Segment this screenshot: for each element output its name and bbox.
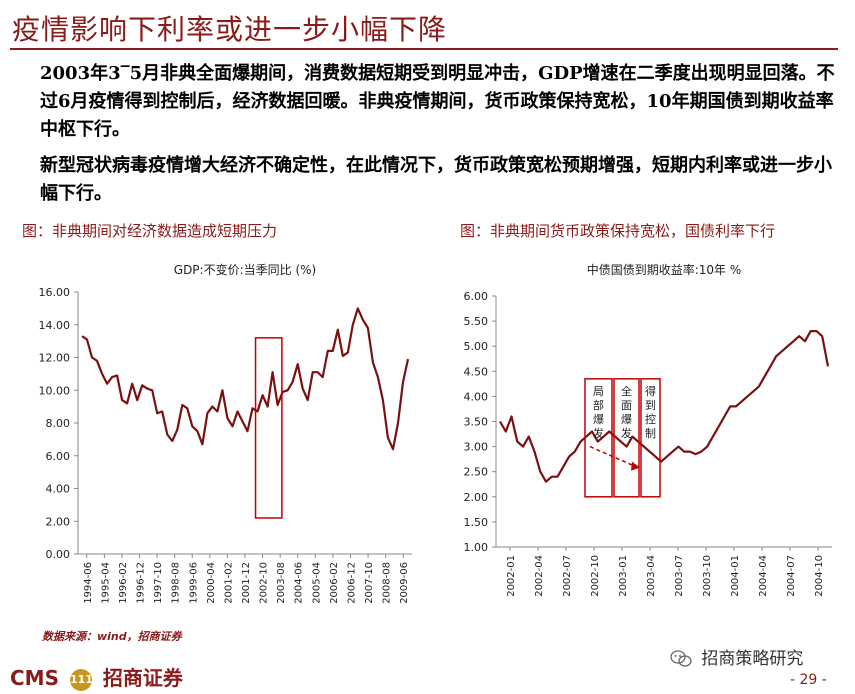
paragraph-1: 2003年3‾5月非典全面爆期间，消费数据短期受到明显冲击，GDP增速在二季度出… — [40, 63, 835, 140]
bond-yield-chart-svg: 中债国债到期收益率:10年 % 1.00 1.50 2.00 2.50 3.00 3.50 4… — [464, 262, 832, 597]
sars-period-highlight — [254, 337, 283, 519]
annotation-char: 面 — [621, 399, 632, 412]
x-tick-label: 2002-10 — [590, 555, 601, 597]
data-source: 数据来源：wind，招商证券 — [42, 630, 182, 643]
annotation-char: 发 — [593, 426, 604, 440]
chart-title: 中债国债到期收益率:10年 % — [587, 262, 742, 277]
y-tick-label: 6.00 — [46, 450, 71, 463]
x-tick-label: 2000-04 — [206, 562, 217, 604]
y-tick-label: 1.00 — [464, 541, 489, 554]
x-tick-label: 2008-08 — [382, 562, 393, 604]
y-tick-label: 5.00 — [464, 340, 489, 353]
wechat-icon — [670, 650, 692, 667]
y-tick-label: 6.00 — [464, 290, 489, 303]
wechat-account: 招商策略研究 — [670, 644, 803, 669]
brand-name: 招商证券 — [102, 666, 183, 690]
x-tick-label: 2009-06 — [399, 562, 410, 604]
trend-arrow-line — [589, 445, 637, 468]
x-tick-label: 1997-10 — [153, 562, 164, 604]
brand-circle-icon: 111 — [69, 668, 93, 691]
y-tick-label: 14.00 — [39, 319, 71, 332]
x-tick-label: 2003-04 — [646, 555, 657, 597]
x-tick-label: 2003-01 — [618, 555, 629, 597]
page-title: 疫情影响下利率或进一步小幅下降 — [12, 13, 448, 46]
series-line — [81, 307, 410, 451]
annotation-char: 制 — [645, 427, 656, 440]
annotation-char: 局 — [593, 385, 604, 398]
x-tick-label: 2004-06 — [294, 562, 305, 604]
gdp-chart-svg: GDP:不变价:当季同比 (%) 0.00 2.00 4.00 6.00 8.00 10.0… — [39, 262, 412, 604]
y-tick-label: 0.00 — [46, 548, 71, 561]
x-tick-label: 2003-10 — [702, 555, 713, 597]
annotation-char: 爆 — [593, 412, 604, 426]
gdp-chart: GDP:不变价:当季同比 (%) 0.00 2.00 4.00 6.00 8.00 10.0… — [20, 244, 430, 619]
x-tick-label: 1995-04 — [100, 562, 111, 604]
y-tick-label: 3.00 — [464, 441, 489, 454]
y-tick-label: 10.00 — [39, 384, 71, 397]
x-tick-label: 1998-08 — [171, 562, 182, 604]
x-tick-label: 1996-12 — [136, 562, 147, 604]
brand-cms-text: CMS — [10, 666, 59, 690]
series-line — [499, 329, 830, 483]
annotation-char: 部 — [593, 398, 604, 412]
x-tick-label: 2002-10 — [259, 562, 270, 604]
paragraph-2: 新型冠状病毒疫情增大经济不确定性，在此情况下，货币政策宽松预期增强，短期内利率或… — [40, 155, 832, 204]
x-tick-label: 2002-04 — [534, 555, 545, 597]
x-tick-label: 2006-12 — [346, 562, 357, 604]
x-tick-label: 1999-06 — [188, 562, 199, 604]
y-tick-label: 16.00 — [39, 286, 71, 299]
y-tick-label: 2.00 — [46, 515, 71, 528]
annotation-box — [613, 378, 640, 498]
x-tick-label: 2005-04 — [311, 562, 322, 604]
annotation-char: 到 — [645, 399, 656, 412]
y-tick-label: 3.50 — [464, 416, 489, 429]
y-tick-label: 5.50 — [464, 315, 489, 328]
x-tick-label: 2002-07 — [562, 555, 573, 597]
y-tick-label: 2.00 — [464, 491, 489, 504]
y-tick-label: 12.00 — [39, 352, 71, 365]
x-tick-label: 2002-01 — [506, 555, 517, 597]
annotation-char: 发 — [621, 426, 632, 440]
caption-left: 图：非典期间对经济数据造成短期压力 — [22, 222, 278, 240]
y-tick-label: 4.00 — [46, 483, 71, 496]
x-tick-label: 2004-07 — [786, 555, 797, 597]
bond-yield-chart: 中债国债到期收益率:10年 % 1.00 1.50 2.00 2.50 3.00 3.50 4… — [450, 244, 855, 619]
y-tick-label: 2.50 — [464, 466, 489, 479]
annotation-char: 全 — [621, 384, 632, 398]
x-tick-label: 2007-10 — [364, 562, 375, 604]
x-tick-label: 2003-07 — [674, 555, 685, 597]
x-tick-label: 1996-02 — [118, 562, 129, 604]
x-tick-label: 2003-08 — [276, 562, 287, 604]
page-number: - 29 - — [790, 672, 827, 688]
x-tick-label: 2004-10 — [814, 555, 825, 597]
y-tick-label: 8.00 — [46, 417, 71, 430]
annotation-box — [640, 378, 661, 498]
brand-logo: CMS 111 招商证券 — [10, 662, 183, 691]
x-tick-label: 2001-12 — [241, 562, 252, 604]
wechat-name: 招商策略研究 — [701, 649, 804, 669]
chart-title: GDP:不变价:当季同比 (%) — [174, 262, 316, 277]
title-divider — [10, 48, 838, 50]
x-tick-label: 2004-01 — [730, 555, 741, 597]
annotation-char: 爆 — [621, 412, 632, 426]
x-tick-label: 2004-04 — [758, 555, 769, 597]
x-tick-label: 2001-02 — [223, 562, 234, 604]
x-tick-label: 1994-06 — [83, 562, 94, 604]
y-tick-label: 1.50 — [464, 516, 489, 529]
trend-arrow-head — [631, 461, 640, 471]
annotation-box — [584, 378, 613, 498]
caption-right: 图：非典期间货币政策保持宽松，国债利率下行 — [460, 222, 776, 240]
y-tick-label: 4.00 — [464, 390, 489, 403]
annotation-char: 控 — [645, 412, 656, 426]
x-tick-label: 2006-02 — [329, 562, 340, 604]
annotation-char: 得 — [645, 385, 656, 398]
y-tick-label: 4.50 — [464, 365, 489, 378]
